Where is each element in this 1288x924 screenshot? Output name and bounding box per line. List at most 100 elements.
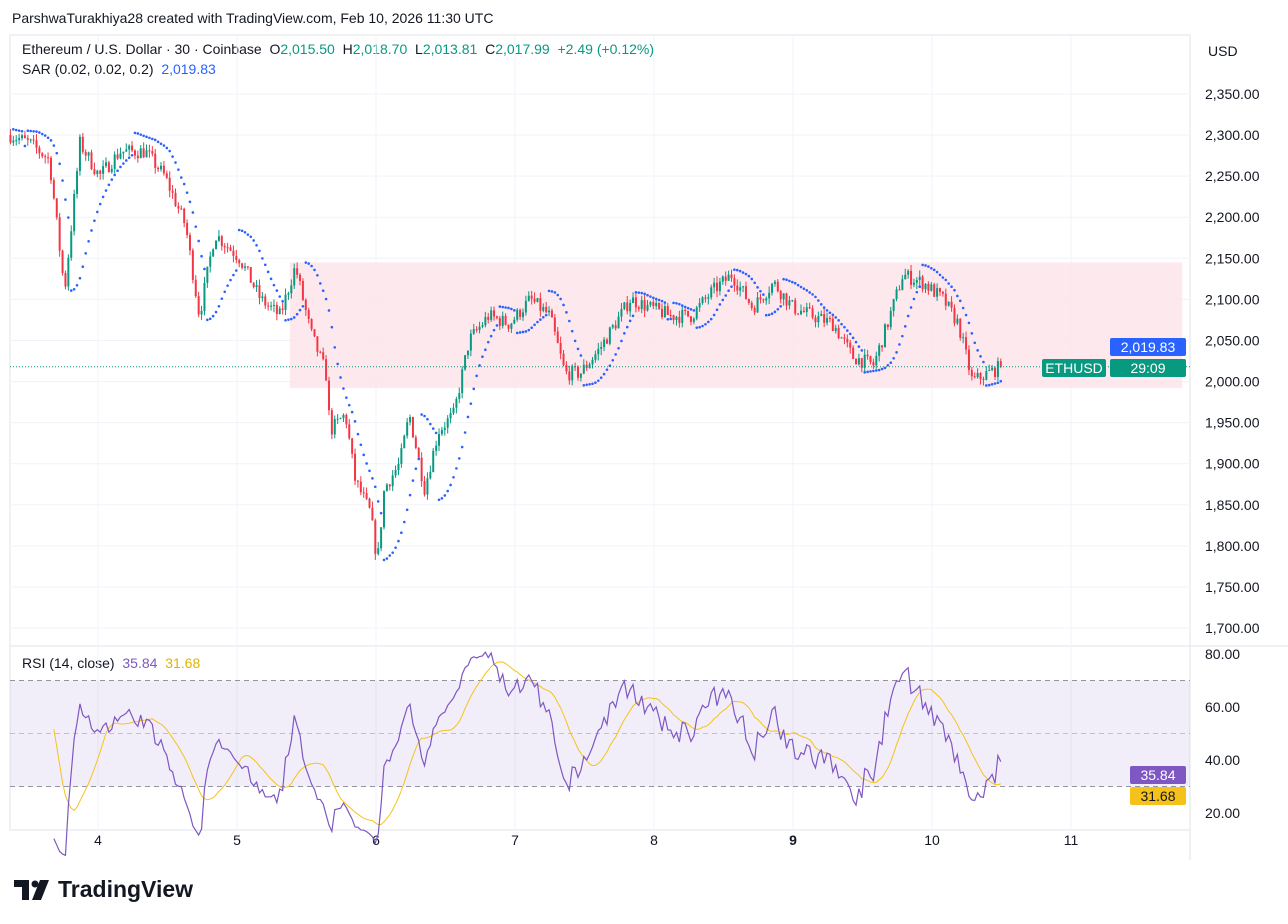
open-label: O (269, 41, 281, 57)
candle-body (411, 417, 414, 438)
candle-body (330, 410, 333, 435)
candle-body (938, 288, 941, 292)
sar-dot (863, 370, 867, 374)
sar-dot (235, 269, 238, 272)
sar-dot (223, 290, 227, 294)
rsi-value: 35.84 (122, 655, 158, 671)
sar-dot (811, 293, 814, 296)
candle-body (351, 438, 354, 454)
candle-body (857, 358, 860, 365)
sar-dot (443, 494, 447, 497)
sar-dot (582, 383, 586, 387)
sar-dot (411, 479, 415, 482)
sar-dot (524, 330, 528, 333)
candle-body (310, 319, 313, 330)
candle-body (577, 366, 580, 378)
candle-body (713, 282, 716, 288)
candle-body (382, 491, 385, 528)
candle-body (797, 313, 800, 315)
candle-body (996, 361, 999, 377)
candle-body (131, 145, 134, 151)
sar-dot (208, 317, 212, 321)
sar-dot (255, 243, 258, 247)
sar-dot (171, 155, 174, 158)
candle-body (183, 208, 186, 223)
candle-body (840, 337, 843, 339)
sar-dot (541, 315, 545, 319)
candle-body (820, 314, 823, 317)
candle-body (970, 370, 973, 377)
sar-dot (825, 309, 829, 312)
sar-dot (301, 304, 305, 308)
candle-body (826, 318, 829, 323)
sar-dot (623, 332, 626, 335)
sar-dot (64, 198, 67, 201)
sar-dot (837, 319, 840, 322)
rsi-tick-label: 80.00 (1205, 646, 1240, 662)
sar-dot (472, 387, 476, 391)
sar-dot (298, 308, 302, 312)
candle-body (898, 289, 901, 291)
candle-body (275, 304, 278, 314)
candle-body (47, 157, 50, 159)
sar-dot (762, 293, 765, 296)
sar-dot (237, 228, 241, 232)
candle-body (171, 190, 174, 193)
candle-body (458, 393, 461, 399)
symbol-badge-text: ETHUSD (1045, 360, 1103, 376)
candle-body (107, 162, 110, 173)
sar-dot (217, 304, 221, 308)
sar-dot (562, 303, 565, 307)
candle-body (915, 280, 918, 283)
candle-body (753, 308, 756, 313)
rsi-legend[interactable]: RSI (14, close) 35.84 31.68 (22, 655, 200, 671)
sar-dot (727, 289, 730, 292)
currency-label[interactable]: USD (1208, 43, 1238, 59)
sar-dot (585, 383, 589, 387)
sar-legend[interactable]: SAR (0.02, 0.02, 0.2) 2,019.83 (22, 61, 216, 77)
sar-value: 2,019.83 (161, 61, 216, 77)
candle-body (808, 307, 811, 309)
sar-dot (90, 229, 93, 232)
sar-dot (808, 291, 811, 294)
candle-body (692, 318, 695, 322)
candle-body (817, 316, 820, 323)
sar-dot (269, 277, 273, 281)
sar-dot (938, 273, 942, 277)
sar-dot (649, 295, 652, 298)
candle-body (41, 153, 44, 157)
low-label: L (415, 41, 423, 57)
candle-body (976, 373, 979, 378)
candle-body (849, 342, 852, 348)
sar-dot (941, 276, 945, 279)
sar-dot (805, 289, 809, 292)
candle-body (420, 457, 423, 482)
candle-body (235, 256, 238, 261)
sar-dot (921, 263, 924, 267)
sar-label: SAR (0.02, 0.02, 0.2) (22, 61, 154, 77)
sar-dot (669, 317, 672, 321)
candle-body (246, 266, 249, 268)
sar-dot (402, 520, 406, 524)
sar-dot (701, 324, 704, 328)
sar-dot (964, 313, 968, 317)
sar-dot (530, 326, 533, 330)
sar-dot (400, 531, 403, 535)
sar-dot (93, 219, 96, 222)
candle-body (802, 310, 805, 312)
sar-dot (892, 356, 895, 360)
candle-body (272, 304, 275, 306)
candle-body (359, 481, 362, 493)
sar-dot (98, 202, 102, 206)
symbol-name[interactable]: Ethereum / U.S. Dollar · 30 · Coinbase (22, 41, 262, 57)
sar-dot (203, 267, 206, 271)
sar-dot (460, 445, 464, 449)
sar-dot (475, 374, 478, 378)
sar-dot (663, 301, 667, 304)
candle-body (828, 318, 831, 320)
candle-body (287, 293, 290, 295)
candle-body (831, 318, 834, 332)
sar-dot (718, 303, 722, 306)
sar-dot (695, 326, 699, 329)
